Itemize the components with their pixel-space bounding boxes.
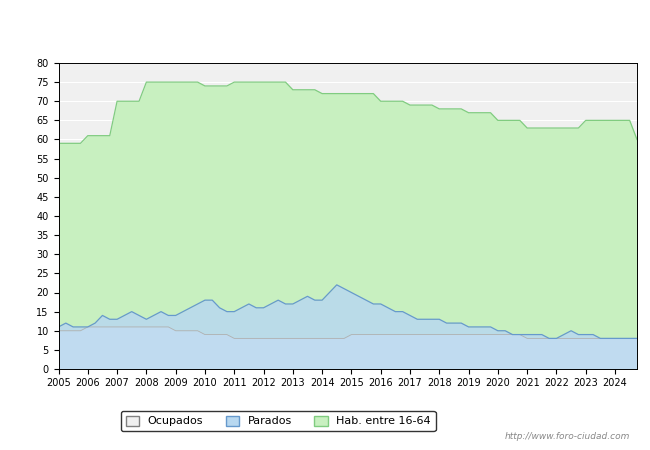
Text: Bárcabo - Evolucion de la poblacion en edad de Trabajar Septiembre de 2024: Bárcabo - Evolucion de la poblacion en e…	[67, 21, 583, 33]
Legend: Ocupados, Parados, Hab. entre 16-64: Ocupados, Parados, Hab. entre 16-64	[121, 411, 436, 431]
Text: http://www.foro-ciudad.com: http://www.foro-ciudad.com	[505, 432, 630, 441]
